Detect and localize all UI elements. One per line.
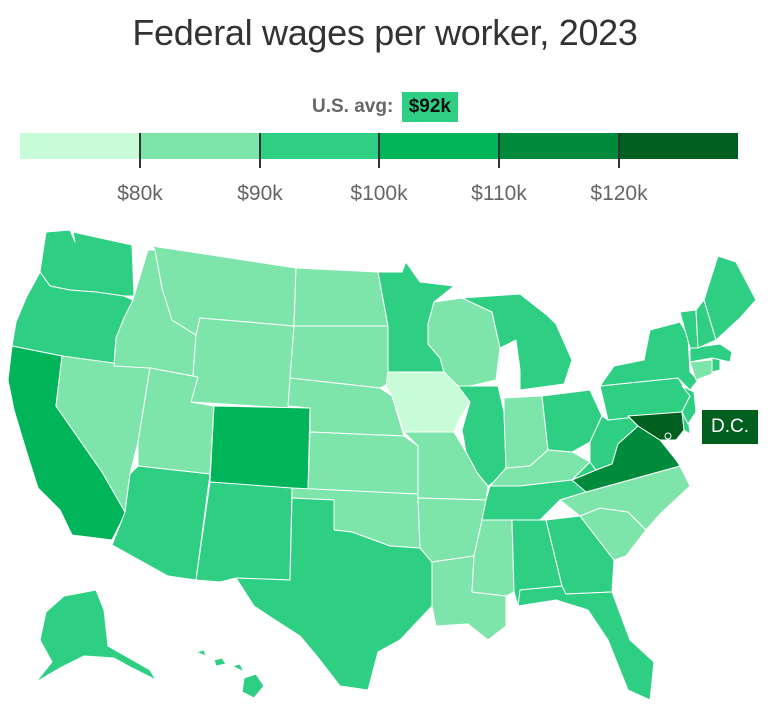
chart-title: Federal wages per worker, 2023 [132,12,638,53]
state-nm[interactable] [195,481,293,583]
legend-bin-5 [498,133,619,159]
legend-tick [618,133,620,168]
state-nj[interactable] [681,385,697,425]
color-legend [20,133,739,159]
state-ak[interactable] [35,589,157,683]
state-ma[interactable] [689,343,733,363]
legend-tick [139,133,141,168]
legend-tick-label: $90k [237,182,283,205]
dc-label: D.C. [702,410,758,444]
legend-bin-2 [139,133,260,159]
legend-tick-label: $80k [117,182,163,205]
state-nd[interactable] [293,267,389,327]
state-ct[interactable] [689,359,713,381]
state-sd[interactable] [289,325,389,389]
state-wy[interactable] [190,317,295,409]
us-average: U.S. avg: $92k [0,92,770,122]
state-me[interactable] [703,255,757,341]
legend-bin-6 [618,133,739,159]
state-co[interactable] [209,405,311,491]
legend-tick-label: $120k [590,182,648,205]
legend-tick-label: $100k [350,182,408,205]
state-ri[interactable] [711,357,721,373]
legend-bin-4 [379,133,499,159]
washington-dc[interactable] [664,432,672,440]
legend-bin-1 [20,133,140,159]
legend-tick-label: $110k [471,182,527,205]
us-average-label: U.S. avg: [311,96,394,117]
us-average-value: $92k [401,92,459,122]
legend-bin-3 [259,133,380,159]
legend-tick [378,133,380,168]
state-tx[interactable] [235,497,433,691]
state-il[interactable] [457,385,507,487]
state-wa[interactable] [39,229,135,297]
legend-tick [259,133,261,168]
legend-tick [498,133,500,168]
state-ny[interactable] [599,321,699,391]
state-az[interactable] [111,465,211,581]
state-mi[interactable] [461,293,573,391]
state-ks[interactable] [307,431,419,495]
state-fl[interactable] [517,585,655,701]
state-hi[interactable] [195,649,265,699]
